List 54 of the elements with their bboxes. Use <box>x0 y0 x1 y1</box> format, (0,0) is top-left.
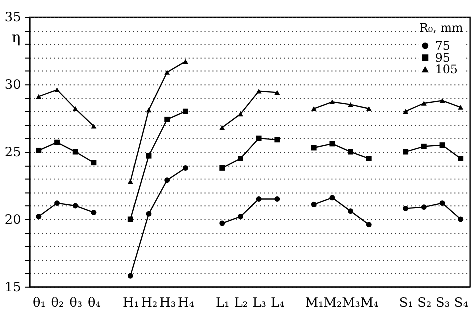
x-tick-label: M₁ <box>305 296 324 309</box>
y-axis-title: η <box>12 28 21 46</box>
x-tick-label: L₄ <box>271 296 285 309</box>
y-tick-label: 15 <box>4 280 22 296</box>
point <box>458 216 464 222</box>
x-tick-label: θ₂ <box>51 296 64 309</box>
legend-label: 105 <box>435 62 458 77</box>
point <box>182 108 188 114</box>
x-tick-label: M₃ <box>342 296 360 309</box>
point <box>146 153 152 159</box>
x-tick-label: θ₄ <box>88 296 101 309</box>
point <box>72 203 78 209</box>
point <box>440 200 446 206</box>
legend-title: R₀, mm <box>419 21 464 36</box>
y-tick-label: 30 <box>4 78 22 94</box>
x-tick-label: θ₁ <box>32 296 46 309</box>
point <box>182 166 188 171</box>
x-tick-label: H₁ <box>122 296 140 309</box>
point <box>348 102 354 108</box>
point <box>91 210 97 216</box>
y-tick-label: 25 <box>4 146 22 161</box>
legend-label: 75 <box>435 38 450 53</box>
x-tick-label: H₂ <box>141 296 158 309</box>
x-tick-label: H₃ <box>160 296 176 309</box>
x-tick-label: L₃ <box>252 296 266 309</box>
x-tick-label: S₄ <box>454 296 468 309</box>
point <box>54 200 60 206</box>
x-tick-label: H₄ <box>178 296 194 309</box>
point <box>330 100 336 104</box>
x-tick-label: S₂ <box>418 296 432 309</box>
x-tick-label: M₄ <box>360 296 379 309</box>
point <box>36 214 42 220</box>
point <box>146 108 152 113</box>
x-tick-label: L₁ <box>216 296 230 309</box>
x-tick-label: L₂ <box>234 296 248 309</box>
point <box>146 211 152 217</box>
x-tick-label: S₁ <box>399 296 414 309</box>
point <box>366 106 372 112</box>
point <box>128 179 134 184</box>
point <box>421 204 427 210</box>
point <box>164 70 170 75</box>
x-tick-label: θ₃ <box>70 296 83 309</box>
point <box>128 273 134 279</box>
point <box>164 116 170 122</box>
legend-label: 95 <box>435 50 450 65</box>
point <box>182 59 188 64</box>
point <box>403 206 409 212</box>
point <box>128 216 134 222</box>
x-tick-label: M₂ <box>324 296 342 309</box>
x-tick-label: S₃ <box>436 296 450 309</box>
point <box>311 106 317 112</box>
point <box>164 178 170 184</box>
y-tick-label: 35 <box>4 10 22 26</box>
y-tick-label: 20 <box>4 212 22 228</box>
